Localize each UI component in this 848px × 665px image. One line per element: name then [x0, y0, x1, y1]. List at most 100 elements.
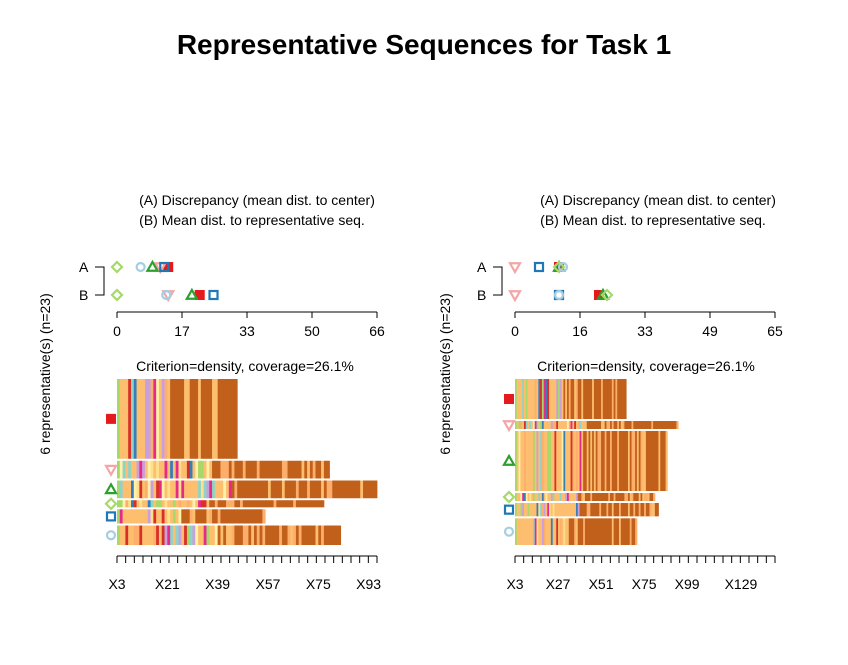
sequence-state: [626, 518, 629, 545]
sequence-state: [547, 421, 550, 429]
sequence-state: [599, 503, 602, 517]
sequence-state: [597, 493, 600, 501]
sequence-state: [281, 525, 286, 545]
sequence-state: [128, 480, 132, 499]
sequence-state: [529, 431, 532, 491]
sequence-state: [633, 431, 636, 491]
sequence-state: [237, 525, 241, 545]
sequence-state: [192, 480, 196, 499]
sequence-state: [206, 509, 210, 524]
sequence-state: [265, 460, 269, 479]
sequence-state: [240, 509, 244, 524]
sequence-state: [615, 518, 618, 545]
sequence-state: [150, 460, 154, 479]
sequence-state: [525, 518, 528, 545]
sequence-state: [531, 493, 534, 501]
sequence-state: [340, 480, 344, 499]
sequence-state: [531, 379, 534, 419]
sequence-state: [631, 421, 634, 429]
position-tick-label: X21: [155, 576, 180, 592]
sequence-state: [248, 525, 252, 545]
sequence-state: [592, 421, 595, 429]
distance-tick-label: 50: [304, 323, 320, 339]
sequence-state: [581, 518, 584, 545]
sequence-state: [541, 503, 545, 517]
sequence-state: [203, 379, 207, 459]
sequence-state: [627, 431, 631, 491]
sequence-state: [281, 480, 286, 499]
sequence-state: [552, 379, 555, 419]
sequence-state: [570, 493, 573, 501]
sequence-state: [602, 518, 606, 545]
sequence-state: [638, 431, 641, 491]
sequence-state: [572, 493, 575, 501]
sequence-state: [312, 525, 316, 545]
sequence-state: [629, 518, 632, 545]
sequence-state: [195, 500, 199, 508]
sequence-state: [588, 503, 591, 517]
sequence-state: [226, 480, 230, 499]
sequence-state: [549, 379, 552, 419]
position-tick-label: X129: [725, 576, 758, 592]
sequence-state: [117, 509, 121, 524]
sequence-state: [611, 379, 615, 419]
sequence-marker-square-open: [105, 511, 117, 522]
sequence-state: [212, 379, 216, 459]
sequence-state: [181, 379, 185, 459]
point-a-circle-open: [135, 261, 146, 273]
sequence-state: [613, 518, 616, 545]
sequence-state: [629, 421, 632, 429]
sequence-state: [189, 480, 193, 499]
sequence-state: [606, 503, 609, 517]
sequence-state: [550, 431, 554, 491]
sequence-state: [561, 379, 564, 419]
sequence-state: [523, 493, 527, 501]
sequence-state: [304, 480, 308, 499]
sequence-state: [267, 500, 272, 508]
sequence-state: [550, 518, 554, 545]
sequence-state: [189, 509, 193, 524]
sequence-state: [584, 518, 588, 545]
sequence-state: [541, 421, 545, 429]
sequence-state: [525, 431, 528, 491]
sequence-state: [651, 503, 654, 517]
sequence-state: [558, 503, 561, 517]
distance-tick-label: 65: [767, 323, 783, 339]
sequence-state: [195, 509, 199, 524]
sequence-state: [217, 480, 221, 499]
sequence-state: [640, 503, 643, 517]
sequence-state: [606, 421, 609, 429]
sequence-state: [536, 493, 539, 501]
sequence-state: [624, 421, 627, 429]
sequence-state: [615, 421, 618, 429]
sequence-state: [518, 518, 521, 545]
sequence-state: [586, 431, 589, 491]
sequence-state: [150, 509, 154, 524]
sequence-state: [536, 503, 539, 517]
sequence-state: [231, 509, 235, 524]
sequence-state: [301, 460, 305, 479]
sequence-state: [262, 500, 266, 508]
sequence-state: [577, 421, 580, 429]
sequence-state: [242, 509, 247, 524]
sequence-state: [523, 421, 527, 429]
sequence-state: [583, 493, 586, 501]
sequence-state: [200, 460, 205, 479]
sequence-state: [253, 509, 258, 524]
sequence-state: [214, 500, 219, 508]
sequence-state: [638, 493, 641, 501]
sequence-state: [273, 480, 277, 499]
sequence-state: [144, 509, 149, 524]
sequence-state: [133, 525, 137, 545]
sequence-state: [549, 431, 552, 491]
sequence-state: [658, 421, 661, 429]
sequence-state: [515, 518, 518, 545]
sequence-state: [613, 493, 616, 501]
sequence-state: [228, 525, 233, 545]
sequence-state: [217, 525, 221, 545]
sequence-state: [593, 493, 597, 501]
sequence-state: [231, 500, 235, 508]
sequence-state: [223, 480, 227, 499]
sequence-state: [117, 480, 121, 499]
sequence-state: [558, 493, 561, 501]
